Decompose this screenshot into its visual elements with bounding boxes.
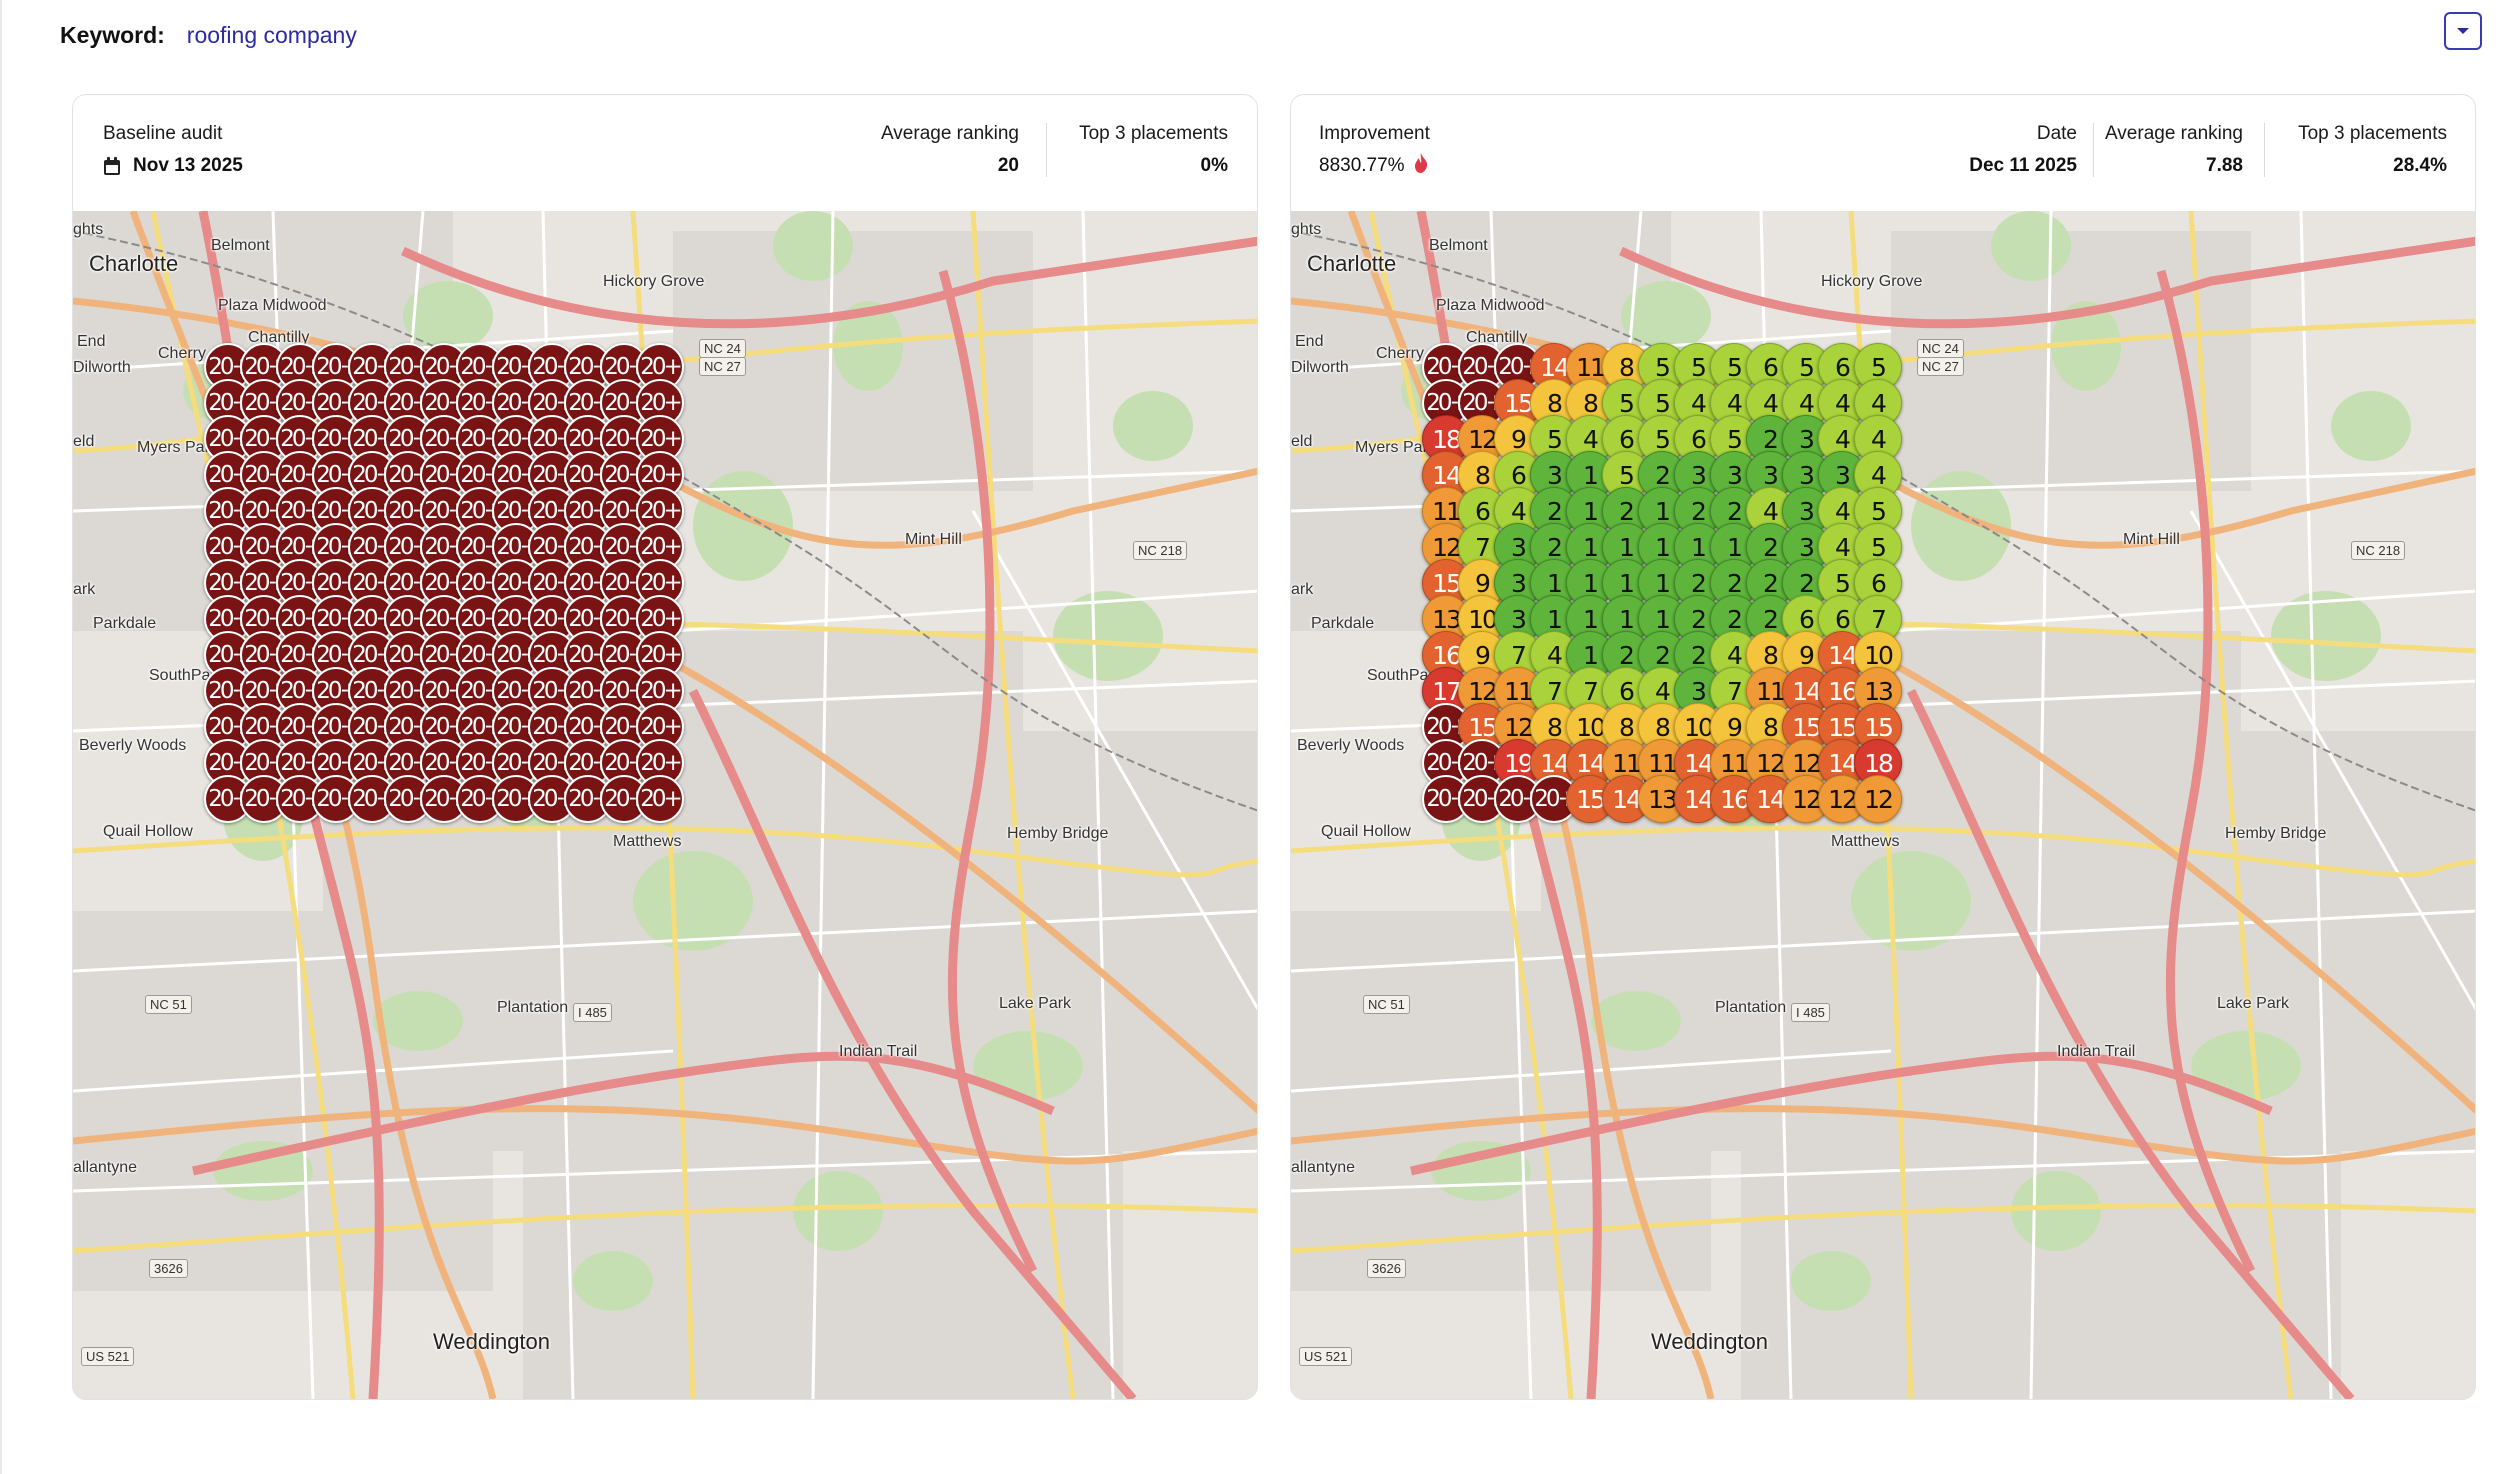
rank-pin[interactable]: 11 [1710, 739, 1758, 787]
current-avg-block: Average ranking 7.88 [2105, 121, 2243, 179]
current-map[interactable]: Charlotte Belmont Hickory Grove Plaza Midwo… [1291, 211, 2475, 1399]
rank-pin[interactable]: 10 [1674, 703, 1722, 751]
rank-pin[interactable]: 12 [1854, 775, 1902, 823]
rank-pin[interactable]: 4 [1710, 379, 1758, 427]
divider [2263, 123, 2265, 177]
chevron-down-icon [2457, 28, 2469, 34]
road-shield-nc27: NC 27 [1917, 357, 1964, 376]
current-top3-value: 28.4% [2393, 155, 2447, 176]
calendar-icon [104, 156, 120, 175]
baseline-avg-label: Average ranking [880, 123, 1019, 144]
divider [1045, 123, 1047, 177]
baseline-title: Baseline audit [103, 123, 223, 144]
rank-pin[interactable]: 12 [1458, 415, 1506, 463]
road-shield-nc218: NC 218 [2351, 541, 2406, 560]
current-header: Improvement 8830.77% Date Dec 11 2025 Av… [1291, 95, 2475, 211]
rank-pin[interactable]: 15 [1818, 703, 1866, 751]
keyword-value[interactable]: roofing company [186, 21, 357, 48]
keyword-label: Keyword: [60, 21, 165, 48]
road-shield-nc51: NC 51 [145, 995, 192, 1014]
baseline-date: Nov 13 2025 [133, 155, 243, 176]
current-date: Dec 11 2025 [1969, 155, 2077, 176]
rank-pin[interactable]: 14 [1746, 775, 1794, 823]
current-date-block: Date Dec 11 2025 [1969, 121, 2077, 179]
baseline-pin-grid: 20+ 20+ 20+ 20+ 20+ 20+ 20+ 20+ 20+ 20+ 20+ 20+ 20+ 2… [73, 211, 1257, 1399]
road-shield-us521: US 521 [1299, 1347, 1353, 1366]
current-avg-value: 7.88 [2206, 155, 2243, 176]
rank-pin[interactable]: 20+ [636, 523, 684, 571]
rank-pin[interactable]: 20+ [312, 703, 360, 751]
current-date-label: Date [2036, 123, 2077, 144]
rank-pin[interactable]: 5 [1854, 523, 1902, 571]
divider [2092, 123, 2094, 177]
current-avg-label: Average ranking [2104, 123, 2243, 144]
rank-pin[interactable]: 1 [1638, 595, 1686, 643]
rank-pin[interactable]: 4 [1530, 631, 1578, 679]
road-shield-us521: US 521 [81, 1347, 135, 1366]
rank-pin[interactable]: 20+ [636, 559, 684, 607]
road-shield-r3626: 3626 [1367, 1259, 1406, 1278]
baseline-map[interactable]: Charlotte Belmont Hickory Grove Plaza Midwo… [73, 211, 1257, 1399]
current-top3-block: Top 3 placements 28.4% [2298, 121, 2447, 179]
improvement-label: Improvement [1319, 123, 1430, 144]
rank-pin[interactable]: 18 [1854, 739, 1902, 787]
road-shield-r3626: 3626 [149, 1259, 188, 1278]
road-shield-i485: I 485 [1791, 1003, 1830, 1022]
road-shield-nc218: NC 218 [1133, 541, 1188, 560]
current-top3-label: Top 3 placements [2298, 123, 2447, 144]
improvement-value: 8830.77% [1319, 155, 1405, 176]
baseline-top3-value: 0% [1200, 155, 1228, 176]
baseline-avg-value: 20 [997, 155, 1019, 176]
road-shield-i485: I 485 [573, 1003, 612, 1022]
rank-pin[interactable]: 15 [1854, 703, 1902, 751]
baseline-header: Baseline audit Nov 13 2025 Average ranki… [73, 95, 1257, 211]
current-panel: Improvement 8830.77% Date Dec 11 2025 Av… [1290, 94, 2476, 1400]
baseline-avg-block: Average ranking 20 [881, 121, 1019, 179]
baseline-panel: Baseline audit Nov 13 2025 Average ranki… [72, 94, 1258, 1400]
flame-icon [1414, 153, 1427, 173]
improvement-block: Improvement 8830.77% [1319, 121, 1430, 179]
rank-pin[interactable]: 20+ [636, 775, 684, 823]
keyword-row: Keyword: roofing company [60, 18, 357, 52]
baseline-audit-block: Baseline audit Nov 13 2025 [103, 121, 243, 179]
rank-pin[interactable]: 12 [1818, 775, 1866, 823]
rank-pin[interactable]: 20+ [636, 487, 684, 535]
road-shield-nc51: NC 51 [1363, 995, 1410, 1014]
page-left-border [0, 0, 2, 1474]
road-shield-nc24: NC 24 [699, 339, 746, 358]
baseline-top3-block: Top 3 placements 0% [1079, 121, 1228, 179]
baseline-top3-label: Top 3 placements [1079, 123, 1228, 144]
current-pin-grid: 20+ 20+ 20+ 14 11 8 5 5 5 6 5 6 5 20+ 20+ 15 8 8 5 5 4 4 4 4 4 4 1… [1291, 211, 2475, 1399]
collapse-button[interactable] [2444, 12, 2482, 50]
rank-pin[interactable]: 4 [1854, 379, 1902, 427]
road-shield-nc27: NC 27 [699, 357, 746, 376]
